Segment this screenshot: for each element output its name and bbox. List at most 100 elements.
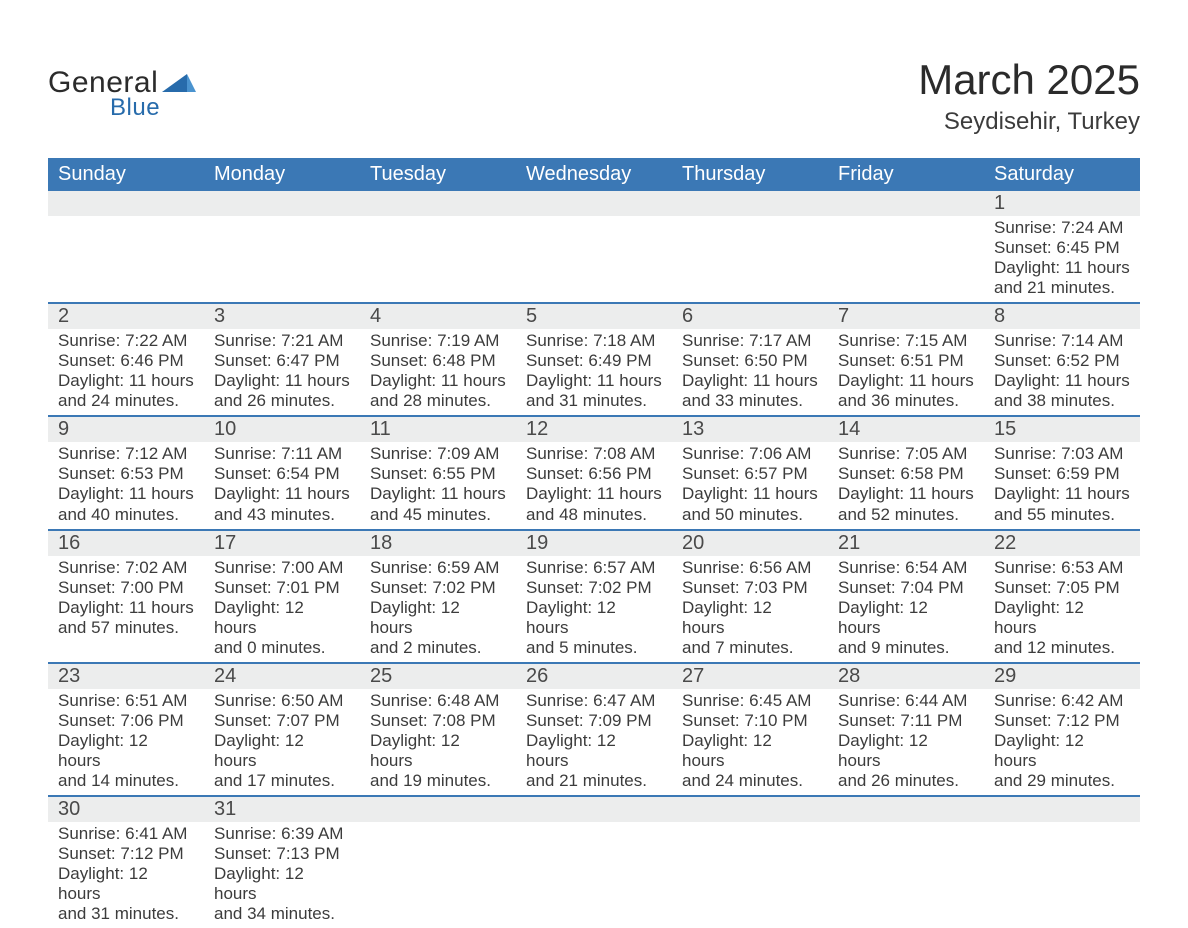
day-body: Sunrise: 7:12 AMSunset: 6:53 PMDaylight:… bbox=[48, 442, 204, 528]
calendar-cell: 1Sunrise: 7:24 AMSunset: 6:45 PMDaylight… bbox=[984, 191, 1140, 303]
day-number: 16 bbox=[48, 531, 204, 556]
sunrise-text: Sunrise: 6:47 AM bbox=[526, 691, 662, 711]
sunset-text: Sunset: 7:12 PM bbox=[994, 711, 1130, 731]
daylight-line-2: and 28 minutes. bbox=[370, 391, 506, 411]
day-number bbox=[360, 191, 516, 216]
day-body: Sunrise: 6:39 AMSunset: 7:13 PMDaylight:… bbox=[204, 822, 360, 928]
day-body: Sunrise: 7:18 AMSunset: 6:49 PMDaylight:… bbox=[516, 329, 672, 415]
daylight-line-1: Daylight: 12 hours bbox=[58, 864, 194, 904]
calendar-cell: 31Sunrise: 6:39 AMSunset: 7:13 PMDayligh… bbox=[204, 796, 360, 928]
daylight-line-1: Daylight: 12 hours bbox=[214, 864, 350, 904]
sunset-text: Sunset: 6:57 PM bbox=[682, 464, 818, 484]
calendar-cell: 23Sunrise: 6:51 AMSunset: 7:06 PMDayligh… bbox=[48, 663, 204, 796]
sunset-text: Sunset: 7:10 PM bbox=[682, 711, 818, 731]
daylight-line-2: and 9 minutes. bbox=[838, 638, 974, 658]
day-body: Sunrise: 7:22 AMSunset: 6:46 PMDaylight:… bbox=[48, 329, 204, 415]
calendar-cell: 10Sunrise: 7:11 AMSunset: 6:54 PMDayligh… bbox=[204, 416, 360, 529]
brand-word-2: Blue bbox=[110, 94, 160, 122]
sunrise-text: Sunrise: 6:53 AM bbox=[994, 558, 1130, 578]
calendar-cell: 18Sunrise: 6:59 AMSunset: 7:02 PMDayligh… bbox=[360, 530, 516, 663]
daylight-line-1: Daylight: 12 hours bbox=[526, 731, 662, 771]
calendar-cell: 27Sunrise: 6:45 AMSunset: 7:10 PMDayligh… bbox=[672, 663, 828, 796]
weekday-header: Tuesday bbox=[360, 158, 516, 191]
daylight-line-1: Daylight: 12 hours bbox=[214, 598, 350, 638]
sunrise-text: Sunrise: 7:05 AM bbox=[838, 444, 974, 464]
sunset-text: Sunset: 6:49 PM bbox=[526, 351, 662, 371]
sunset-text: Sunset: 7:03 PM bbox=[682, 578, 818, 598]
sunrise-text: Sunrise: 6:48 AM bbox=[370, 691, 506, 711]
sunset-text: Sunset: 6:59 PM bbox=[994, 464, 1130, 484]
sunset-text: Sunset: 6:50 PM bbox=[682, 351, 818, 371]
day-number bbox=[828, 797, 984, 822]
daylight-line-1: Daylight: 12 hours bbox=[838, 598, 974, 638]
daylight-line-1: Daylight: 11 hours bbox=[526, 484, 662, 504]
calendar-cell: 16Sunrise: 7:02 AMSunset: 7:00 PMDayligh… bbox=[48, 530, 204, 663]
day-number: 17 bbox=[204, 531, 360, 556]
sunrise-text: Sunrise: 7:17 AM bbox=[682, 331, 818, 351]
sunset-text: Sunset: 6:53 PM bbox=[58, 464, 194, 484]
sunrise-text: Sunrise: 6:45 AM bbox=[682, 691, 818, 711]
daylight-line-2: and 21 minutes. bbox=[526, 771, 662, 791]
daylight-line-1: Daylight: 12 hours bbox=[370, 598, 506, 638]
weekday-header: Friday bbox=[828, 158, 984, 191]
day-body: Sunrise: 7:15 AMSunset: 6:51 PMDaylight:… bbox=[828, 329, 984, 415]
day-body: Sunrise: 7:21 AMSunset: 6:47 PMDaylight:… bbox=[204, 329, 360, 415]
day-number: 27 bbox=[672, 664, 828, 689]
sunset-text: Sunset: 7:04 PM bbox=[838, 578, 974, 598]
daylight-line-2: and 29 minutes. bbox=[994, 771, 1130, 791]
daylight-line-2: and 40 minutes. bbox=[58, 505, 194, 525]
calendar-cell bbox=[672, 796, 828, 928]
sunrise-text: Sunrise: 7:02 AM bbox=[58, 558, 194, 578]
sunset-text: Sunset: 7:00 PM bbox=[58, 578, 194, 598]
daylight-line-1: Daylight: 12 hours bbox=[994, 731, 1130, 771]
calendar-cell: 4Sunrise: 7:19 AMSunset: 6:48 PMDaylight… bbox=[360, 303, 516, 416]
title-block: March 2025 Seydisehir, Turkey bbox=[918, 48, 1140, 140]
day-number bbox=[672, 797, 828, 822]
calendar-cell bbox=[360, 796, 516, 928]
weekday-header: Thursday bbox=[672, 158, 828, 191]
day-body: Sunrise: 6:47 AMSunset: 7:09 PMDaylight:… bbox=[516, 689, 672, 795]
daylight-line-2: and 14 minutes. bbox=[58, 771, 194, 791]
day-number: 25 bbox=[360, 664, 516, 689]
sunset-text: Sunset: 7:09 PM bbox=[526, 711, 662, 731]
daylight-line-2: and 26 minutes. bbox=[838, 771, 974, 791]
day-body: Sunrise: 7:09 AMSunset: 6:55 PMDaylight:… bbox=[360, 442, 516, 528]
daylight-line-2: and 31 minutes. bbox=[526, 391, 662, 411]
sunrise-text: Sunrise: 7:14 AM bbox=[994, 331, 1130, 351]
day-body: Sunrise: 6:45 AMSunset: 7:10 PMDaylight:… bbox=[672, 689, 828, 795]
day-body bbox=[672, 822, 828, 882]
calendar-week: 23Sunrise: 6:51 AMSunset: 7:06 PMDayligh… bbox=[48, 663, 1140, 796]
calendar-cell: 15Sunrise: 7:03 AMSunset: 6:59 PMDayligh… bbox=[984, 416, 1140, 529]
calendar-cell: 29Sunrise: 6:42 AMSunset: 7:12 PMDayligh… bbox=[984, 663, 1140, 796]
calendar-cell: 25Sunrise: 6:48 AMSunset: 7:08 PMDayligh… bbox=[360, 663, 516, 796]
day-body: Sunrise: 7:03 AMSunset: 6:59 PMDaylight:… bbox=[984, 442, 1140, 528]
daylight-line-1: Daylight: 11 hours bbox=[58, 484, 194, 504]
day-body bbox=[360, 822, 516, 882]
sunrise-text: Sunrise: 7:08 AM bbox=[526, 444, 662, 464]
daylight-line-1: Daylight: 11 hours bbox=[370, 484, 506, 504]
daylight-line-1: Daylight: 11 hours bbox=[838, 371, 974, 391]
day-number: 29 bbox=[984, 664, 1140, 689]
calendar-cell bbox=[204, 191, 360, 303]
day-body: Sunrise: 6:57 AMSunset: 7:02 PMDaylight:… bbox=[516, 556, 672, 662]
sunrise-text: Sunrise: 7:12 AM bbox=[58, 444, 194, 464]
weekday-header: Saturday bbox=[984, 158, 1140, 191]
day-body bbox=[360, 216, 516, 276]
daylight-line-2: and 36 minutes. bbox=[838, 391, 974, 411]
day-number bbox=[48, 191, 204, 216]
sunrise-text: Sunrise: 6:54 AM bbox=[838, 558, 974, 578]
sunrise-text: Sunrise: 7:24 AM bbox=[994, 218, 1130, 238]
day-number: 26 bbox=[516, 664, 672, 689]
calendar-cell: 8Sunrise: 7:14 AMSunset: 6:52 PMDaylight… bbox=[984, 303, 1140, 416]
day-number: 6 bbox=[672, 304, 828, 329]
day-body: Sunrise: 7:24 AMSunset: 6:45 PMDaylight:… bbox=[984, 216, 1140, 302]
day-number: 20 bbox=[672, 531, 828, 556]
weekday-header: Sunday bbox=[48, 158, 204, 191]
day-number: 14 bbox=[828, 417, 984, 442]
day-number: 15 bbox=[984, 417, 1140, 442]
daylight-line-1: Daylight: 11 hours bbox=[58, 598, 194, 618]
day-body bbox=[828, 822, 984, 882]
daylight-line-1: Daylight: 11 hours bbox=[526, 371, 662, 391]
daylight-line-1: Daylight: 11 hours bbox=[838, 484, 974, 504]
sunset-text: Sunset: 6:51 PM bbox=[838, 351, 974, 371]
